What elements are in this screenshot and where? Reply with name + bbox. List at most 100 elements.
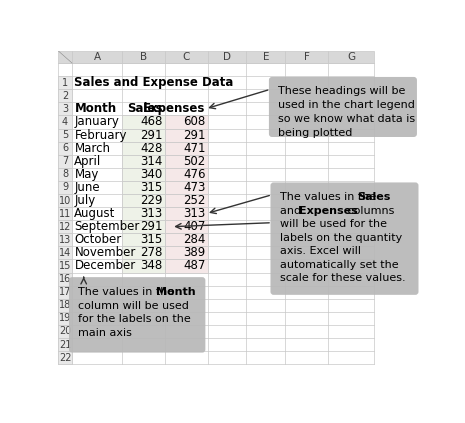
Text: 291: 291 [140, 220, 163, 233]
Bar [165, 233, 208, 246]
Text: 315: 315 [140, 233, 163, 246]
Bar [165, 181, 208, 194]
Text: July: July [74, 194, 96, 207]
Bar [122, 142, 165, 155]
Text: Expenses: Expenses [143, 102, 206, 115]
Bar [58, 233, 72, 246]
Bar [58, 181, 72, 194]
Text: axis. Excel will: axis. Excel will [280, 246, 361, 256]
Bar [165, 129, 208, 142]
Bar [58, 76, 72, 89]
Text: column will be used: column will be used [78, 301, 189, 310]
Text: November: November [74, 246, 136, 259]
Text: 17: 17 [59, 287, 71, 297]
Text: E: E [263, 52, 269, 62]
Text: main axis: main axis [78, 327, 132, 338]
Bar [58, 194, 72, 207]
Text: 12: 12 [59, 222, 71, 232]
Bar [58, 142, 72, 155]
Text: 16: 16 [59, 274, 71, 284]
Bar [58, 51, 72, 63]
Bar [58, 115, 72, 129]
Bar [58, 129, 72, 142]
Text: D: D [223, 52, 231, 62]
Text: 8: 8 [62, 169, 68, 179]
Text: 5: 5 [62, 130, 68, 140]
Text: 22: 22 [59, 353, 71, 363]
Bar [58, 338, 72, 351]
Bar [122, 51, 165, 63]
Text: 487: 487 [183, 259, 206, 272]
Text: 313: 313 [183, 207, 206, 220]
Bar [122, 115, 165, 129]
Text: 13: 13 [59, 235, 71, 245]
Text: 291: 291 [183, 129, 206, 142]
Text: labels on the quantity: labels on the quantity [280, 233, 402, 243]
Bar [165, 194, 208, 207]
Text: 340: 340 [140, 168, 163, 181]
Text: 291: 291 [140, 129, 163, 142]
Text: 11: 11 [59, 209, 71, 219]
Text: 2: 2 [62, 91, 68, 101]
Text: 389: 389 [183, 246, 206, 259]
Text: The values in the: The values in the [280, 192, 379, 203]
Text: G: G [347, 52, 355, 62]
Bar [58, 246, 72, 259]
Bar [165, 168, 208, 181]
Text: 1: 1 [62, 78, 68, 88]
Bar [58, 168, 72, 181]
Bar [58, 207, 72, 220]
Bar [58, 259, 72, 272]
Bar [165, 220, 208, 233]
Text: Sales: Sales [127, 102, 163, 115]
Text: Month: Month [156, 287, 195, 297]
Text: 252: 252 [183, 194, 206, 207]
Text: scale for these values.: scale for these values. [280, 273, 405, 283]
FancyBboxPatch shape [271, 182, 418, 295]
Text: A: A [94, 52, 101, 62]
Text: 278: 278 [140, 246, 163, 259]
Bar [165, 246, 208, 259]
Bar [122, 259, 165, 272]
Text: These headings will be
used in the chart legend
so we know what data is
being pl: These headings will be used in the chart… [278, 86, 415, 138]
Text: April: April [74, 155, 102, 168]
Bar [122, 233, 165, 246]
Bar [122, 181, 165, 194]
Bar [165, 115, 208, 129]
Text: January: January [74, 115, 120, 129]
Text: 15: 15 [59, 261, 71, 271]
Bar [285, 51, 328, 63]
Text: Sales and Expense Data: Sales and Expense Data [74, 76, 234, 89]
Bar [122, 246, 165, 259]
Text: B: B [140, 52, 147, 62]
Bar [72, 51, 122, 63]
Text: 502: 502 [183, 155, 206, 168]
Bar [58, 272, 72, 286]
Text: The values in the: The values in the [78, 287, 178, 297]
Bar [165, 142, 208, 155]
Text: February: February [74, 129, 127, 142]
Text: September: September [74, 220, 140, 233]
Text: May: May [74, 168, 99, 181]
Text: Expenses: Expenses [299, 206, 358, 216]
Bar [58, 325, 72, 338]
Text: August: August [74, 207, 116, 220]
Text: 9: 9 [62, 182, 68, 192]
Bar [58, 89, 72, 102]
Text: for the labels on the: for the labels on the [78, 314, 191, 324]
Text: 284: 284 [183, 233, 206, 246]
Text: 229: 229 [140, 194, 163, 207]
Text: 313: 313 [140, 207, 163, 220]
Bar [165, 51, 208, 63]
Text: 7: 7 [62, 156, 68, 166]
Text: October: October [74, 233, 122, 246]
Bar [122, 168, 165, 181]
Text: 3: 3 [62, 104, 68, 114]
Text: automatically set the: automatically set the [280, 260, 399, 270]
Text: 468: 468 [140, 115, 163, 129]
FancyBboxPatch shape [69, 277, 206, 353]
Bar [58, 220, 72, 233]
Text: 19: 19 [59, 313, 71, 323]
Text: C: C [183, 52, 190, 62]
Bar [58, 351, 72, 364]
